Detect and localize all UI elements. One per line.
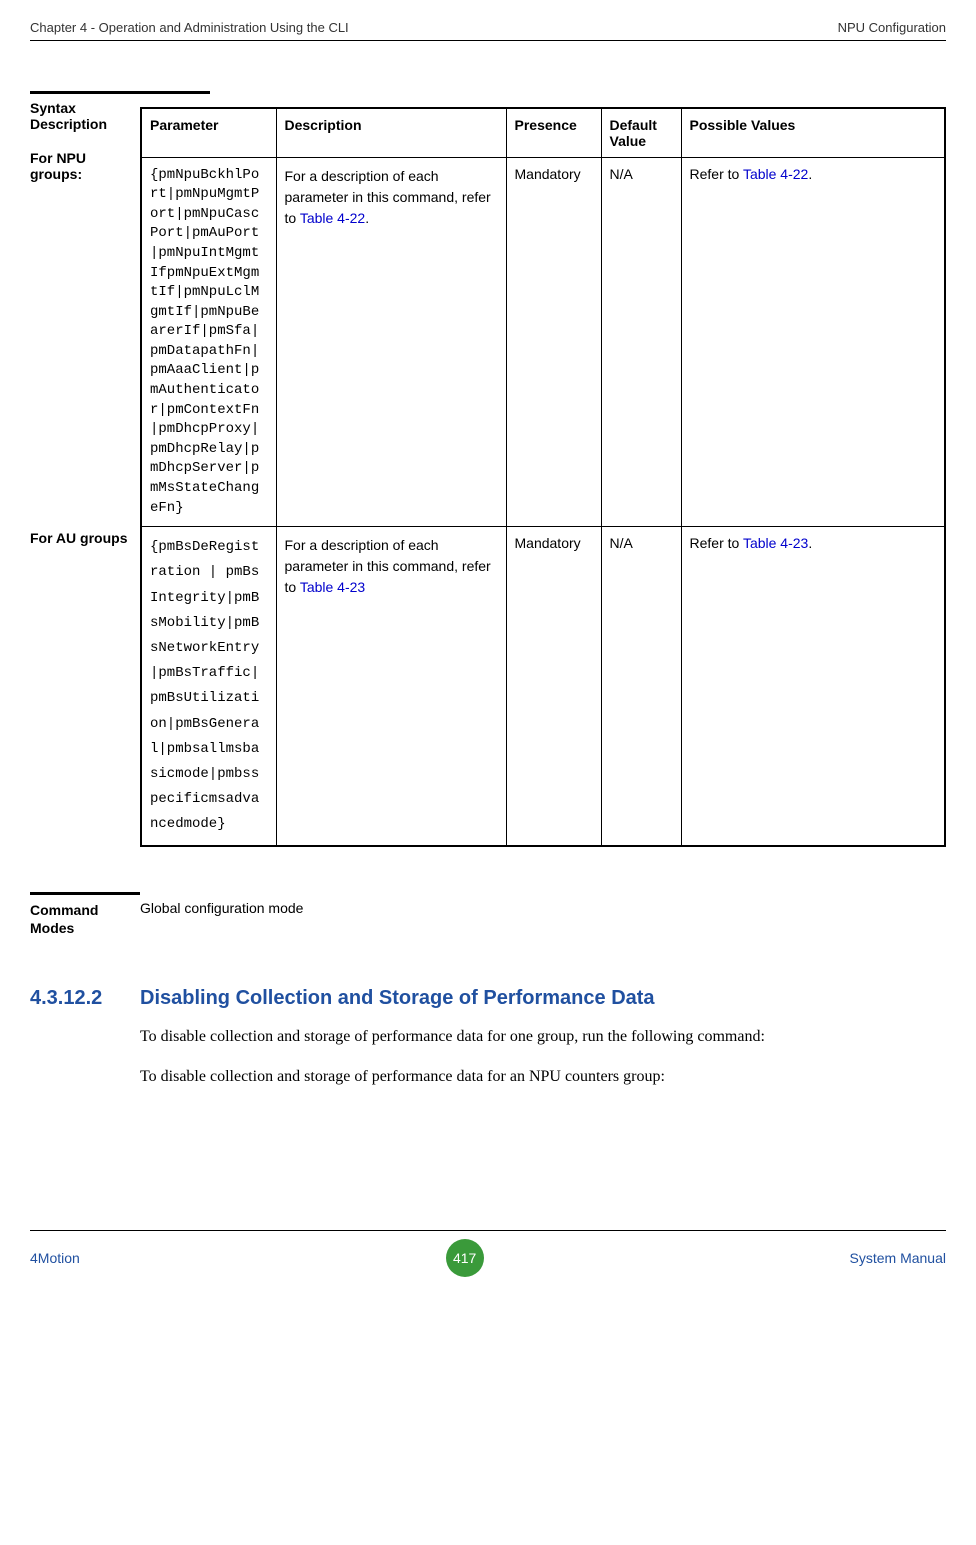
row-label: For AU groups — [30, 522, 140, 862]
footer-right: System Manual — [850, 1250, 946, 1266]
header-left: Chapter 4 - Operation and Administration… — [30, 20, 349, 35]
cell-possible: Refer to Table 4-23. — [681, 527, 945, 847]
cell-default: N/A — [601, 527, 681, 847]
command-modes-row: Command Modes Global configuration mode — [30, 892, 946, 937]
col-header: Default Value — [601, 108, 681, 158]
page-header: Chapter 4 - Operation and Administration… — [30, 20, 946, 41]
col-header: Presence — [506, 108, 601, 158]
command-modes-label: Command Modes — [30, 892, 140, 937]
cell-description: For a description of each parameter in t… — [276, 157, 506, 527]
syntax-label: Syntax Description — [30, 92, 140, 142]
table-ref-link[interactable]: Table 4-23 — [300, 579, 365, 595]
page-number-badge: 417 — [446, 1239, 484, 1277]
syntax-description-layout: Syntax DescriptionParameterDescriptionPr… — [30, 92, 946, 862]
section-title: Disabling Collection and Storage of Perf… — [140, 987, 655, 1010]
table-ref-link[interactable]: Table 4-22 — [743, 166, 808, 182]
table-ref-link[interactable]: Table 4-23 — [743, 535, 808, 551]
cell-presence: Mandatory — [506, 527, 601, 847]
parameter-table: ParameterDescriptionPresenceDefault Valu… — [140, 107, 946, 848]
table-row: {pmNpuBckhlPort|pmNpuMgmtPort|pmNpuCascP… — [141, 157, 945, 527]
cell-possible: Refer to Table 4-22. — [681, 157, 945, 527]
table-ref-link[interactable]: Table 4-22 — [300, 210, 365, 226]
section-number: 4.3.12.2 — [30, 987, 140, 1010]
body-para-2: To disable collection and storage of per… — [140, 1064, 946, 1090]
row-label: For NPU groups: — [30, 142, 140, 522]
body-para-1: To disable collection and storage of per… — [140, 1024, 946, 1050]
col-header: Possible Values — [681, 108, 945, 158]
col-header: Description — [276, 108, 506, 158]
col-header: Parameter — [141, 108, 276, 158]
table-row: {pmBsDeRegistration | pmBsIntegrity|pmBs… — [141, 527, 945, 847]
cell-parameter: {pmBsDeRegistration | pmBsIntegrity|pmBs… — [141, 527, 276, 847]
cell-parameter: {pmNpuBckhlPort|pmNpuMgmtPort|pmNpuCascP… — [141, 157, 276, 527]
footer-left: 4Motion — [30, 1250, 80, 1266]
cell-description: For a description of each parameter in t… — [276, 527, 506, 847]
page-footer: 4Motion 417 System Manual — [30, 1230, 946, 1277]
cell-presence: Mandatory — [506, 157, 601, 527]
cell-default: N/A — [601, 157, 681, 527]
header-right: NPU Configuration — [838, 20, 946, 35]
section-heading: 4.3.12.2 Disabling Collection and Storag… — [30, 987, 946, 1010]
command-modes-value: Global configuration mode — [140, 892, 303, 916]
